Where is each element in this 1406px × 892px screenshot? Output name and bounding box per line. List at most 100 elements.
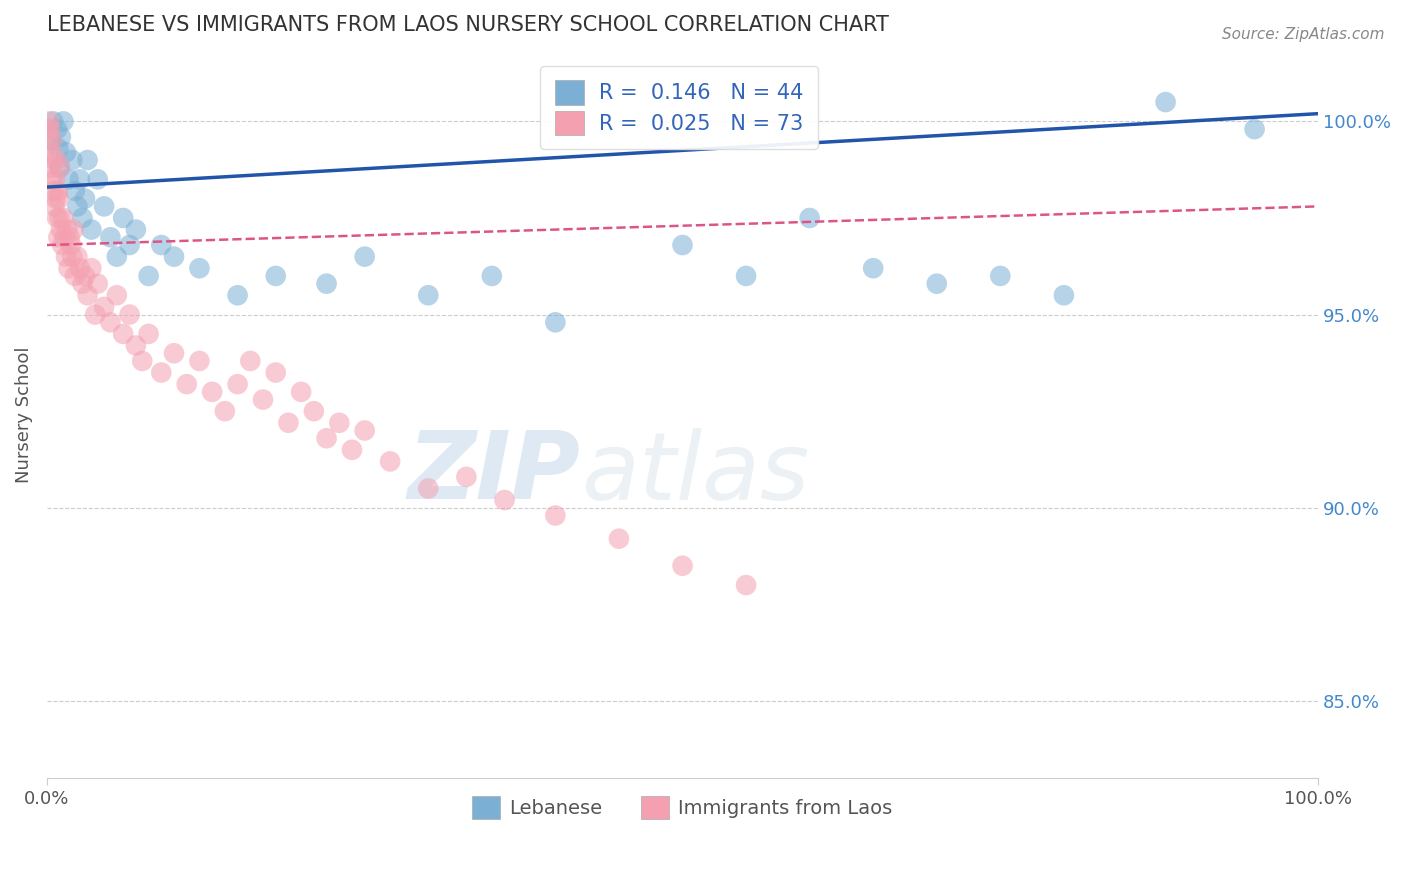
Point: [41, 172, 63, 186]
Point: [49, 161, 72, 175]
Point: [93, 300, 115, 314]
Point: [188, 354, 211, 368]
Point: [52, 211, 75, 225]
Point: [45, 192, 67, 206]
Point: [378, 454, 401, 468]
Point: [105, 250, 128, 264]
Point: [105, 288, 128, 302]
Point: [60, 250, 83, 264]
Point: [456, 470, 478, 484]
Point: [39, 145, 62, 160]
Legend: Lebanese, Immigrants from Laos: Lebanese, Immigrants from Laos: [464, 789, 900, 827]
Point: [76, 288, 98, 302]
Point: [163, 346, 186, 360]
Point: [66, 199, 89, 213]
Y-axis label: Nursery School: Nursery School: [15, 347, 32, 483]
Point: [176, 377, 198, 392]
Point: [925, 277, 948, 291]
Point: [73, 268, 96, 283]
Point: [118, 308, 141, 322]
Text: ZIP: ZIP: [408, 427, 581, 519]
Point: [226, 288, 249, 302]
Point: [1243, 122, 1265, 136]
Point: [1154, 95, 1177, 109]
Point: [862, 261, 884, 276]
Text: atlas: atlas: [581, 427, 808, 518]
Point: [87, 277, 110, 291]
Point: [138, 326, 160, 341]
Point: [39, 134, 62, 148]
Point: [226, 377, 249, 392]
Point: [150, 366, 173, 380]
Point: [131, 354, 153, 368]
Point: [735, 268, 758, 283]
Point: [48, 211, 70, 225]
Point: [188, 261, 211, 276]
Point: [42, 114, 65, 128]
Point: [66, 250, 89, 264]
Point: [214, 404, 236, 418]
Point: [55, 250, 77, 264]
Point: [544, 508, 567, 523]
Point: [80, 222, 103, 236]
Point: [52, 114, 75, 128]
Text: Source: ZipAtlas.com: Source: ZipAtlas.com: [1222, 27, 1385, 42]
Point: [328, 416, 350, 430]
Point: [56, 222, 79, 236]
Point: [118, 238, 141, 252]
Point: [60, 238, 83, 252]
Point: [72, 211, 94, 225]
Point: [671, 238, 693, 252]
Point: [112, 326, 135, 341]
Point: [58, 172, 80, 186]
Point: [671, 558, 693, 573]
Point: [302, 404, 325, 418]
Point: [1053, 288, 1076, 302]
Point: [39, 122, 62, 136]
Point: [93, 199, 115, 213]
Point: [58, 261, 80, 276]
Point: [46, 184, 69, 198]
Point: [69, 172, 91, 186]
Point: [125, 222, 148, 236]
Point: [84, 308, 107, 322]
Point: [69, 261, 91, 276]
Point: [41, 161, 63, 175]
Point: [76, 153, 98, 167]
Point: [48, 161, 70, 175]
Point: [544, 315, 567, 329]
Point: [100, 230, 122, 244]
Point: [277, 416, 299, 430]
Point: [290, 384, 312, 399]
Point: [138, 268, 160, 283]
Text: LEBANESE VS IMMIGRANTS FROM LAOS NURSERY SCHOOL CORRELATION CHART: LEBANESE VS IMMIGRANTS FROM LAOS NURSERY…: [46, 15, 889, 35]
Point: [44, 199, 66, 213]
Point: [53, 230, 76, 244]
Point: [42, 153, 65, 167]
Point: [37, 122, 59, 136]
Point: [46, 141, 69, 155]
Point: [73, 192, 96, 206]
Point: [735, 578, 758, 592]
Point: [163, 250, 186, 264]
Point: [60, 153, 83, 167]
Point: [41, 134, 63, 148]
Point: [340, 442, 363, 457]
Point: [46, 230, 69, 244]
Point: [150, 238, 173, 252]
Point: [46, 211, 69, 225]
Point: [38, 114, 60, 128]
Point: [799, 211, 821, 225]
Point: [353, 424, 375, 438]
Point: [46, 122, 69, 136]
Point: [63, 268, 86, 283]
Point: [494, 493, 516, 508]
Point: [48, 192, 70, 206]
Point: [80, 261, 103, 276]
Point: [100, 315, 122, 329]
Point: [55, 145, 77, 160]
Point: [87, 172, 110, 186]
Point: [353, 250, 375, 264]
Point: [481, 268, 503, 283]
Point: [38, 134, 60, 148]
